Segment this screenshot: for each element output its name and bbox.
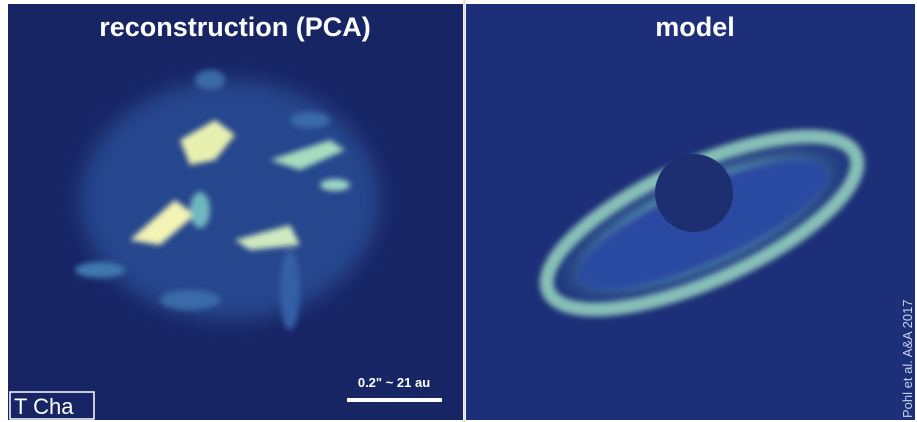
panel-title: reconstruction (PCA)	[99, 12, 371, 42]
scale-label: 0.2" ~ 21 au	[358, 375, 430, 390]
target-label: T Cha	[14, 394, 74, 419]
panel-title: model	[655, 12, 735, 42]
reconstruction-panel: 0.2" ~ 21 au T Cha reconstruction (PCA)	[8, 4, 463, 420]
credit: Pohl et al. A&A 2017	[900, 299, 915, 418]
figure: 0.2" ~ 21 au T Cha reconstruction (PCA) …	[0, 0, 917, 422]
coronagraph-mask	[655, 154, 733, 232]
model-panel: model Pohl et al. A&A 2017	[466, 4, 915, 420]
